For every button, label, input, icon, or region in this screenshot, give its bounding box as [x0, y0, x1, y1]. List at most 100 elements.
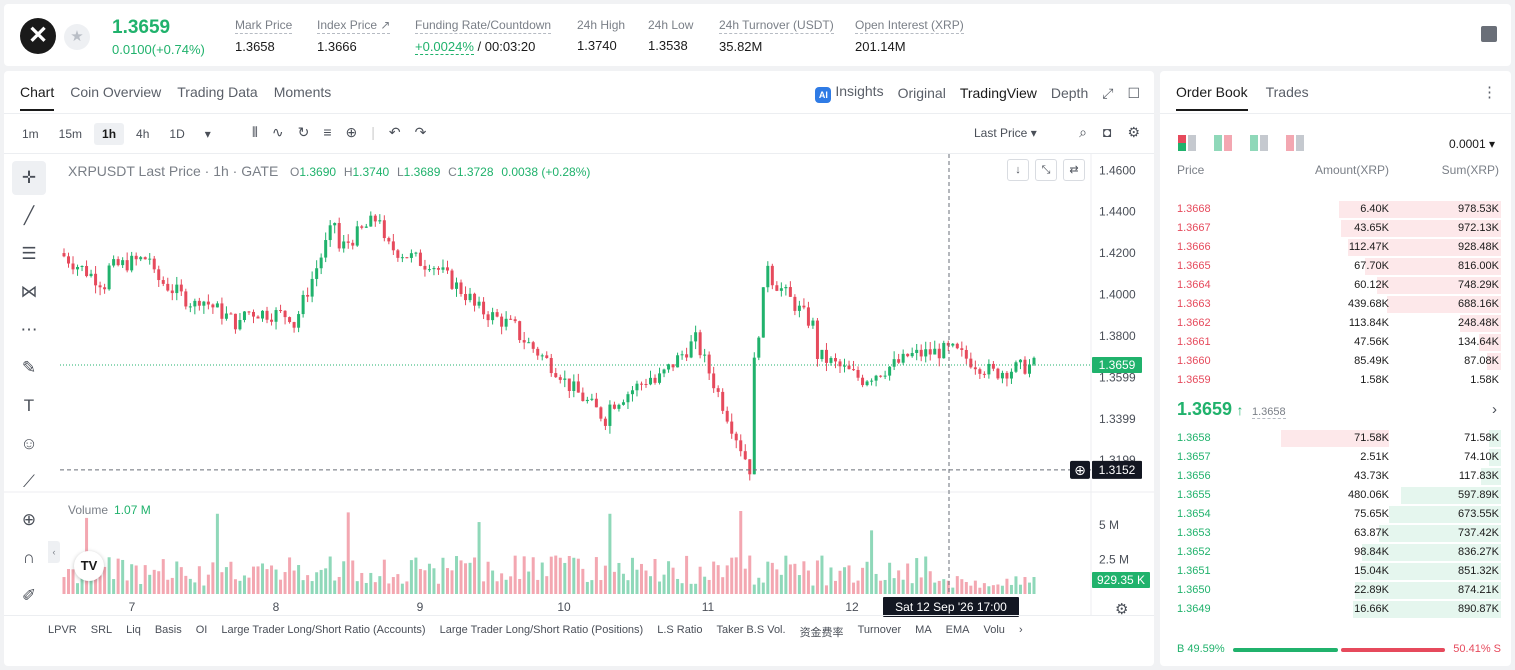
mid-price[interactable]: 1.3659 ↑ 1.3658 ›	[1177, 399, 1497, 420]
ask-row[interactable]: 1.3667 43.65K 972.13K	[1177, 219, 1501, 238]
bid-row[interactable]: 1.3650 22.89K 874.21K	[1177, 581, 1501, 600]
collapse-icon[interactable]: ⤡	[1035, 159, 1057, 181]
tab-tradingview[interactable]: TradingView	[959, 85, 1037, 101]
indicator-item[interactable]: Turnover	[857, 624, 902, 636]
star-icon[interactable]: ★	[64, 24, 90, 50]
zoom-tool-icon[interactable]: ⊕	[21, 510, 37, 529]
bid-row[interactable]: 1.3654 75.65K 673.55K	[1177, 505, 1501, 524]
bid-row[interactable]: 1.3653 63.87K 737.42K	[1177, 524, 1501, 543]
chevron-right-icon[interactable]: ›	[1492, 401, 1497, 418]
candle-type-icon[interactable]: ⫴	[252, 124, 258, 140]
stat-24h-turnover[interactable]: 24h Turnover (USDT) 35.82M	[719, 18, 834, 54]
ruler-tool-icon[interactable]: ⟋	[23, 472, 35, 491]
bid-row[interactable]: 1.3657 2.51K 74.10K	[1177, 448, 1501, 467]
crosshair-tool-icon[interactable]: ✛	[12, 161, 46, 195]
indicator-item[interactable]: SRL	[90, 624, 113, 636]
tab-moments[interactable]: Moments	[273, 84, 332, 100]
stat-mark-price[interactable]: Mark Price 1.3658	[235, 18, 293, 54]
timeframe-4h[interactable]: 4h	[136, 127, 150, 141]
arrow-down-icon[interactable]: ↓	[1007, 159, 1029, 181]
tab-original[interactable]: Original	[897, 85, 946, 101]
more-icon[interactable]: ⋮	[1482, 84, 1497, 101]
mode-both-alt-icon[interactable]	[1214, 135, 1232, 151]
gear-icon[interactable]: ⚙	[1127, 124, 1140, 140]
bid-row[interactable]: 1.3656 43.73K 117.83K	[1177, 467, 1501, 486]
ask-row[interactable]: 1.3666 112.47K 928.48K	[1177, 238, 1501, 257]
mode-bids-icon[interactable]	[1250, 135, 1268, 151]
ask-row[interactable]: 1.3659 1.58K 1.58K	[1177, 371, 1501, 390]
emoji-tool-icon[interactable]: ☺	[20, 434, 38, 453]
precision-select[interactable]: 0.0001 ▾	[1448, 137, 1495, 151]
tab-trades[interactable]: Trades	[1265, 84, 1309, 100]
tradingview-logo-icon[interactable]: TV	[74, 551, 104, 581]
candlestick-chart[interactable]: 1.4600 1.4400 1.4200 1.4000 1.3800 1.3599 1.33…	[4, 71, 1154, 666]
chart-settings-icon[interactable]: ⚙	[1115, 601, 1129, 618]
price-type-select[interactable]: Last Price ▾	[974, 126, 1037, 140]
chevron-right-icon[interactable]: ›	[1018, 624, 1023, 636]
indicator-item[interactable]: 资金费率	[799, 627, 844, 639]
indicator-item[interactable]: Taker B.S Vol.	[716, 624, 786, 636]
template-icon[interactable]: ≡	[323, 124, 332, 140]
indicator-item[interactable]: Large Trader Long/Short Ratio (Accounts)	[221, 624, 426, 636]
horizontal-lines-tool-icon[interactable]: ☰	[21, 244, 37, 263]
timeframe-1h[interactable]: 1h	[94, 123, 125, 145]
bid-row[interactable]: 1.3658 71.58K 71.58K	[1177, 429, 1501, 448]
redo-icon[interactable]: ↷	[414, 124, 427, 140]
ask-row[interactable]: 1.3664 60.12K 748.29K	[1177, 276, 1501, 295]
indicator-item[interactable]: Volu	[983, 624, 1005, 636]
ask-row[interactable]: 1.3660 85.49K 87.08K	[1177, 352, 1501, 371]
indicator-item[interactable]: Liq	[126, 624, 141, 636]
ask-row[interactable]: 1.3662 113.84K 248.48K	[1177, 314, 1501, 333]
indicator-item[interactable]: L.S Ratio	[657, 624, 703, 636]
collapse-panel-icon[interactable]: ‹	[48, 541, 60, 563]
toggle-icon[interactable]: ⇄	[1063, 159, 1085, 181]
trendline-tool-icon[interactable]: ╱	[23, 206, 35, 225]
indicator-item[interactable]: MA	[915, 624, 932, 636]
tab-coin-overview[interactable]: Coin Overview	[70, 84, 162, 100]
bid-row[interactable]: 1.3649 16.66K 890.87K	[1177, 600, 1501, 619]
indicator-item[interactable]: EMA	[945, 624, 970, 636]
timeframe-dropdown-icon[interactable]: ▾	[204, 127, 211, 141]
indicator-item[interactable]: OI	[195, 624, 208, 636]
ask-row[interactable]: 1.3665 67.70K 816.00K	[1177, 257, 1501, 276]
tab-chart[interactable]: Chart	[20, 84, 55, 111]
indicator-item[interactable]: Large Trader Long/Short Ratio (Positions…	[439, 624, 644, 636]
tab-trading-data[interactable]: Trading Data	[177, 84, 258, 100]
timeframe-1m[interactable]: 1m	[22, 127, 39, 141]
undo-icon[interactable]: ↶	[388, 124, 401, 140]
ask-row[interactable]: 1.3661 47.56K 134.64K	[1177, 333, 1501, 352]
brush-tool-icon[interactable]: ✎	[21, 358, 37, 377]
camera-icon[interactable]: ◘	[1102, 124, 1112, 140]
ask-row[interactable]: 1.3663 439.68K 688.16K	[1177, 295, 1501, 314]
add-alert-icon[interactable]: ⊕	[345, 124, 358, 140]
magnet-tool-icon[interactable]: ∩	[22, 548, 36, 567]
expand-icon[interactable]: ⤢	[1102, 84, 1114, 101]
mode-asks-icon[interactable]	[1286, 135, 1304, 151]
tab-depth[interactable]: Depth	[1050, 85, 1089, 101]
stat-index-price[interactable]: Index Price ↗ 1.3666	[317, 18, 391, 54]
orderbook-sum: 1.58K	[1470, 374, 1499, 386]
tab-insights[interactable]: AI Insights	[815, 83, 884, 103]
timeframe-1d[interactable]: 1D	[169, 127, 185, 141]
pen-tool-icon[interactable]: ✐	[21, 586, 37, 605]
window-icon[interactable]: ☐	[1127, 84, 1140, 101]
text-tool-icon[interactable]: T	[23, 396, 35, 415]
indicators-icon[interactable]: ∿	[271, 124, 284, 140]
stat-open-interest[interactable]: Open Interest (XRP) 201.14M	[855, 18, 964, 54]
bid-row[interactable]: 1.3652 98.84K 836.27K	[1177, 543, 1501, 562]
fib-tool-icon[interactable]: ⋯	[20, 320, 38, 339]
bid-row[interactable]: 1.3651 15.04K 851.32K	[1177, 562, 1501, 581]
volume-bar	[888, 562, 892, 594]
replay-icon[interactable]: ↻	[297, 124, 310, 140]
indicator-item[interactable]: LPVR	[48, 624, 77, 636]
mode-both-icon[interactable]	[1178, 135, 1196, 151]
pattern-tool-icon[interactable]: ⋈	[20, 282, 38, 301]
tab-order-book[interactable]: Order Book	[1176, 84, 1248, 111]
timeframe-15m[interactable]: 15m	[58, 127, 83, 141]
ask-row[interactable]: 1.3668 6.40K 978.53K	[1177, 200, 1501, 219]
book-icon[interactable]	[1481, 26, 1497, 42]
indicator-item[interactable]: Basis	[154, 624, 182, 636]
stat-funding-rate[interactable]: Funding Rate/Countdown +0.0024% / 00:03:…	[415, 18, 552, 55]
bid-row[interactable]: 1.3655 480.06K 597.89K	[1177, 486, 1501, 505]
search-icon[interactable]: ⌕	[1079, 124, 1087, 140]
